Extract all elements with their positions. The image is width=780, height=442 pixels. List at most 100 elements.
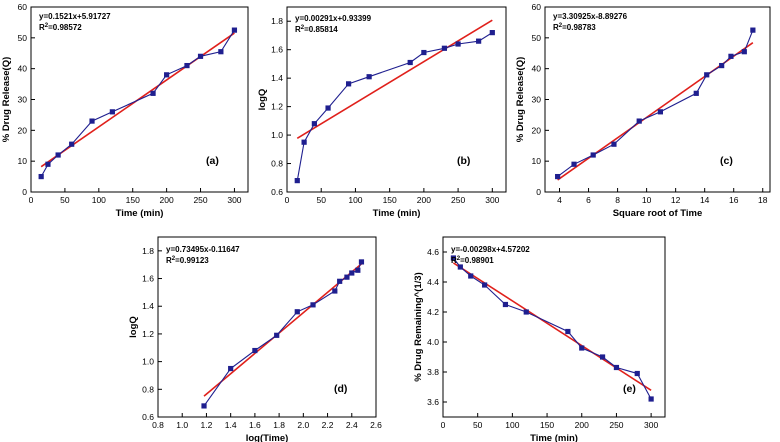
x-tick-label: 150	[383, 195, 397, 205]
data-point	[164, 72, 170, 78]
y-axis-label: % Drug Release(Q)	[1, 57, 12, 143]
data-point	[274, 332, 280, 338]
data-point	[45, 161, 51, 167]
x-tick-label: 50	[473, 420, 483, 430]
r-squared-value: =0.98901	[460, 256, 494, 265]
y-tick-label: 0.6	[142, 412, 154, 422]
data-point	[457, 264, 463, 270]
y-tick-label: 20	[532, 125, 542, 135]
y-tick-label: 1.0	[142, 357, 154, 367]
data-point	[55, 152, 61, 158]
y-tick-label: 1.6	[142, 274, 154, 284]
data-point	[728, 53, 734, 59]
x-tick-label: 8	[615, 195, 620, 205]
x-tick-label: 150	[126, 195, 140, 205]
panel-d: 0.8 1.0 1.2 1.4 1.6 1.8 2.0 2.2 2.4 2.60.60.81.01…	[128, 236, 382, 442]
panel-b: 0 50 100 150 200 250 300 0.6 0.8 1.0 1.2 1.4 1.6 1.8 T…	[257, 6, 507, 219]
y-tick-label: 40	[18, 64, 28, 74]
r-squared-superscript: 2	[301, 25, 305, 31]
data-point	[201, 403, 207, 409]
fit-equation: y=3.30925x-8.89276	[553, 12, 628, 21]
y-tick-label: 60	[18, 2, 28, 12]
r-squared-symbol: R	[166, 256, 172, 265]
r-squared-value: =0.98783	[562, 23, 596, 32]
data-point	[337, 278, 343, 284]
fit-line	[203, 263, 362, 397]
y-tick-label: 50	[18, 33, 28, 43]
y-tick-label: 1.2	[142, 329, 154, 339]
data-point	[441, 45, 448, 51]
x-tick-label: 1.2	[201, 420, 213, 430]
x-axis-label: log(Time)	[246, 433, 289, 442]
x-tick-label: 1.6	[249, 420, 261, 430]
r-squared-value: =0.98572	[48, 23, 82, 32]
data-point	[750, 27, 756, 33]
data-point	[590, 152, 596, 158]
data-point	[228, 365, 234, 372]
data-point	[571, 161, 577, 167]
panel-label: (d)	[334, 383, 347, 395]
data-point	[184, 62, 190, 69]
data-point	[294, 178, 300, 184]
x-tick-label: 300	[485, 195, 499, 205]
r-squared-superscript: 2	[457, 256, 461, 262]
data-point	[455, 41, 461, 47]
y-tick-label: 0.8	[142, 384, 154, 394]
data-point	[579, 345, 585, 351]
fit-equation: y=0.1521x+5.91727	[39, 12, 111, 21]
x-tick-label: 300	[644, 420, 658, 430]
data-point	[109, 109, 115, 115]
data-series-line	[452, 257, 652, 400]
data-point	[693, 90, 699, 96]
panel-e: 0 50 100 150 200 250 300 3.6 3.8 4.0 4.2 4.4 4.6 Time…	[413, 236, 666, 442]
y-tick-label: 30	[532, 95, 542, 105]
data-point	[719, 62, 725, 69]
y-tick-label: 4.6	[427, 247, 439, 257]
y-tick-label: 0.6	[271, 187, 283, 197]
x-tick-label: 2.6	[370, 420, 382, 430]
y-tick-label: 1.6	[271, 45, 283, 55]
x-tick-label: 2.4	[346, 420, 358, 430]
data-point	[311, 121, 317, 127]
data-point	[611, 141, 617, 147]
x-tick-label: 2.2	[322, 420, 334, 430]
y-tick-label: 10	[18, 156, 28, 166]
fit-equation: y=0.73495x-0.11647	[166, 245, 240, 254]
x-tick-label: 16	[729, 195, 739, 205]
data-point	[89, 118, 95, 124]
r-squared-symbol: R	[39, 23, 45, 32]
data-point	[468, 273, 474, 279]
plot-frame	[442, 236, 666, 418]
fit-line	[452, 262, 652, 391]
data-point	[332, 288, 338, 294]
data-point	[634, 370, 640, 377]
data-point	[565, 328, 571, 335]
x-tick-label: 100	[348, 195, 362, 205]
r-squared-superscript: 2	[45, 23, 49, 29]
panel-c: 4 6 8 10 12 14 16 18 0 10 20 30 40 50 60 Square root of…	[515, 2, 771, 219]
x-tick-label: 14	[700, 195, 710, 205]
fit-equation: y=-0.00298x+4.57202	[451, 245, 530, 254]
data-point	[252, 347, 258, 354]
data-point	[349, 270, 355, 276]
r-squared: R2=0.98572	[39, 23, 82, 32]
data-point	[344, 274, 350, 280]
x-tick-label: 0	[29, 195, 34, 205]
x-tick-label: 100	[505, 420, 519, 430]
x-tick-label: 1.4	[225, 420, 237, 430]
data-point	[218, 49, 224, 55]
y-tick-label: 1.4	[271, 73, 283, 83]
data-point	[407, 59, 413, 66]
data-point	[599, 354, 606, 360]
data-point	[613, 364, 620, 371]
r-squared: R2=0.99123	[166, 256, 209, 265]
y-tick-label: 1.0	[271, 130, 283, 140]
r-squared: R2=0.85814	[295, 25, 338, 34]
data-point	[325, 105, 331, 111]
panel-label: (b)	[457, 155, 470, 167]
data-point	[648, 396, 654, 402]
x-axis-label: Time (min)	[530, 433, 578, 442]
r-squared: R2=0.98783	[553, 23, 596, 32]
plot-frame	[157, 236, 377, 418]
r-squared-superscript: 2	[172, 256, 176, 262]
